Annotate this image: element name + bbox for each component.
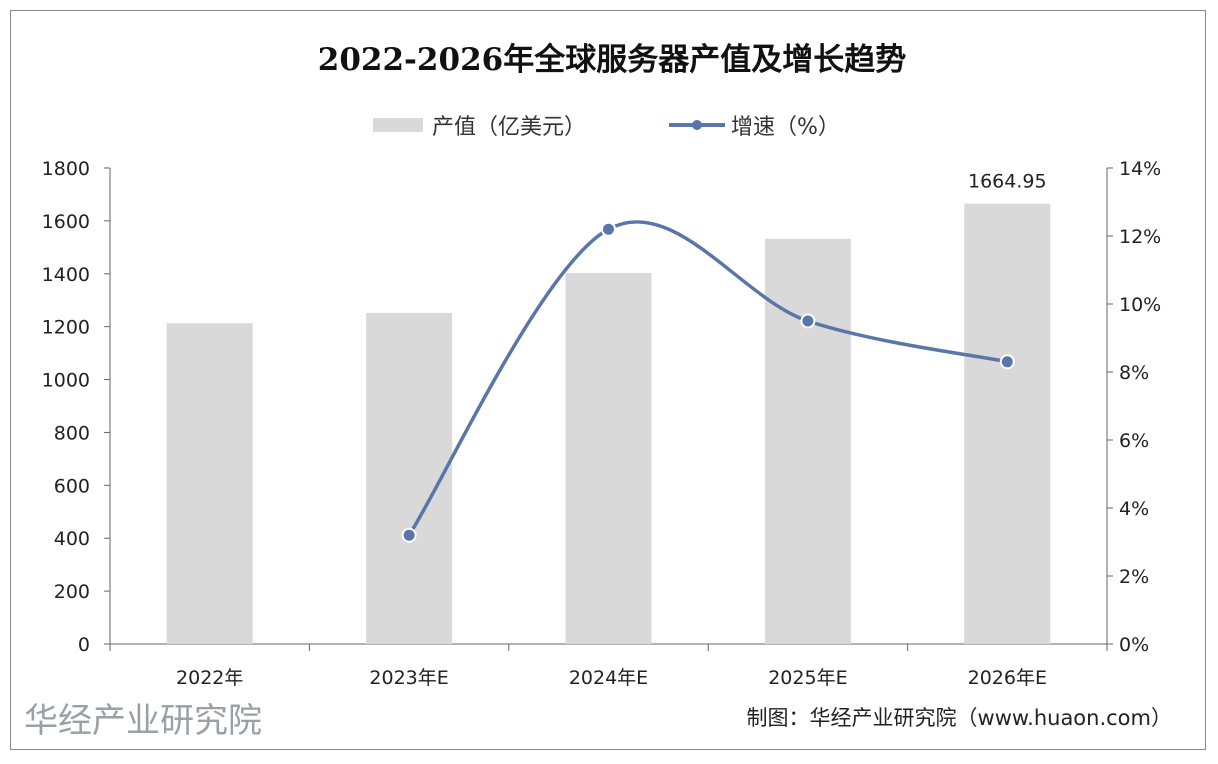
legend-line-label: 增速（%） (731, 115, 840, 140)
right-tick-label: 4% (1119, 498, 1149, 520)
growth-point (999, 354, 1015, 370)
left-tick-label: 0 (78, 634, 90, 656)
left-tick-label: 800 (54, 422, 90, 444)
legend: 产值（亿美元） 增速（%） (373, 115, 840, 140)
growth-line (407, 220, 1008, 537)
growth-point (800, 313, 816, 329)
growth-point (601, 221, 616, 237)
left-tick-label: 1800 (42, 158, 90, 180)
left-tick-label: 1400 (42, 264, 90, 286)
left-tick-label: 1600 (42, 211, 90, 233)
right-tick-label: 8% (1119, 362, 1149, 384)
left-tick-label: 1200 (42, 317, 90, 339)
bar (366, 312, 453, 644)
left-tick-label: 600 (54, 475, 90, 497)
watermark: 华经产业研究院 (24, 701, 262, 741)
left-tick-label: 1000 (42, 370, 90, 392)
bar (166, 323, 253, 644)
right-tick-label: 14% (1119, 158, 1161, 180)
bar (565, 272, 652, 644)
x-tick-label: 2026年E (968, 667, 1047, 689)
x-tick-label: 2024年E (569, 667, 648, 689)
right-tick-label: 12% (1119, 226, 1161, 248)
legend-bar-swatch (373, 118, 423, 132)
data-label: 1664.95 (968, 171, 1047, 193)
right-tick-label: 6% (1119, 430, 1149, 452)
left-tick-label: 400 (54, 528, 90, 550)
x-tick-label: 2023年E (369, 667, 448, 689)
x-tick-label: 2025年E (768, 667, 847, 689)
legend-bar-label: 产值（亿美元） (432, 115, 586, 140)
bar (764, 238, 851, 645)
bar (964, 203, 1051, 644)
chart-title: 2022-2026年全球服务器产值及增长趋势 (318, 42, 906, 78)
right-tick-label: 2% (1119, 566, 1149, 588)
right-tick-label: 0% (1119, 634, 1149, 656)
right-tick-label: 10% (1119, 294, 1161, 316)
growth-point (401, 527, 417, 543)
source-note: 制图：华经产业研究院（www.huaon.com） (747, 706, 1172, 730)
legend-line-marker (692, 120, 702, 130)
left-tick-label: 200 (54, 581, 90, 603)
x-tick-label: 2022年 (176, 667, 243, 689)
